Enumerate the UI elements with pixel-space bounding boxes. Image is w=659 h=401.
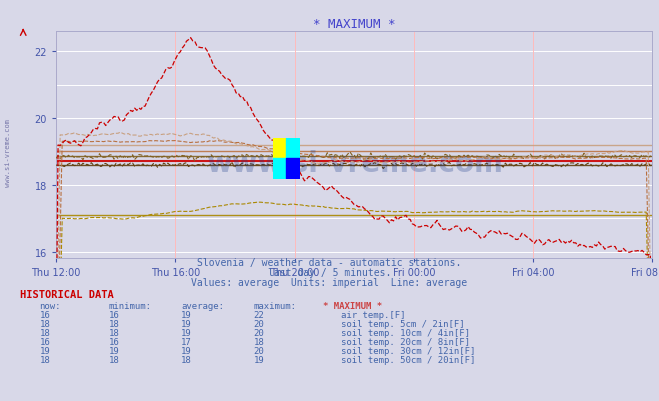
Text: 19: 19 [181, 346, 192, 355]
Text: 18: 18 [40, 320, 50, 328]
Text: * MAXIMUM *: * MAXIMUM * [323, 301, 382, 310]
Text: 19: 19 [181, 320, 192, 328]
Text: Slovenia / weather data - automatic stations.: Slovenia / weather data - automatic stat… [197, 257, 462, 267]
Text: 19: 19 [40, 346, 50, 355]
Text: soil temp. 20cm / 8in[F]: soil temp. 20cm / 8in[F] [341, 337, 471, 346]
Text: 16: 16 [40, 311, 50, 320]
Text: 18: 18 [109, 320, 119, 328]
Text: soil temp. 30cm / 12in[F]: soil temp. 30cm / 12in[F] [341, 346, 476, 355]
Text: Values: average  Units: imperial  Line: average: Values: average Units: imperial Line: av… [191, 277, 468, 288]
Text: now:: now: [40, 301, 61, 310]
Text: soil temp. 50cm / 20in[F]: soil temp. 50cm / 20in[F] [341, 355, 476, 364]
Text: 22: 22 [254, 311, 264, 320]
Text: 18: 18 [40, 328, 50, 337]
Text: www.si-vreme.com: www.si-vreme.com [206, 150, 503, 178]
Title: * MAXIMUM *: * MAXIMUM * [313, 18, 395, 31]
Text: average:: average: [181, 301, 224, 310]
Text: 18: 18 [254, 337, 264, 346]
Text: 19: 19 [109, 346, 119, 355]
Text: 20: 20 [254, 328, 264, 337]
Text: 16: 16 [109, 337, 119, 346]
Text: 19: 19 [254, 355, 264, 364]
Text: soil temp. 5cm / 2in[F]: soil temp. 5cm / 2in[F] [341, 320, 465, 328]
Text: 16: 16 [40, 337, 50, 346]
Text: air temp.[F]: air temp.[F] [341, 311, 406, 320]
Text: 20: 20 [254, 346, 264, 355]
Text: maximum:: maximum: [254, 301, 297, 310]
Text: www.si-vreme.com: www.si-vreme.com [5, 118, 11, 186]
Text: 16: 16 [109, 311, 119, 320]
Text: minimum:: minimum: [109, 301, 152, 310]
Text: 19: 19 [181, 328, 192, 337]
Text: 19: 19 [181, 311, 192, 320]
Text: HISTORICAL DATA: HISTORICAL DATA [20, 290, 113, 300]
Text: 18: 18 [109, 355, 119, 364]
Text: 17: 17 [181, 337, 192, 346]
Text: last day / 5 minutes.: last day / 5 minutes. [268, 267, 391, 277]
Text: 18: 18 [181, 355, 192, 364]
Text: soil temp. 10cm / 4in[F]: soil temp. 10cm / 4in[F] [341, 328, 471, 337]
Text: 20: 20 [254, 320, 264, 328]
Text: 18: 18 [109, 328, 119, 337]
Text: 18: 18 [40, 355, 50, 364]
